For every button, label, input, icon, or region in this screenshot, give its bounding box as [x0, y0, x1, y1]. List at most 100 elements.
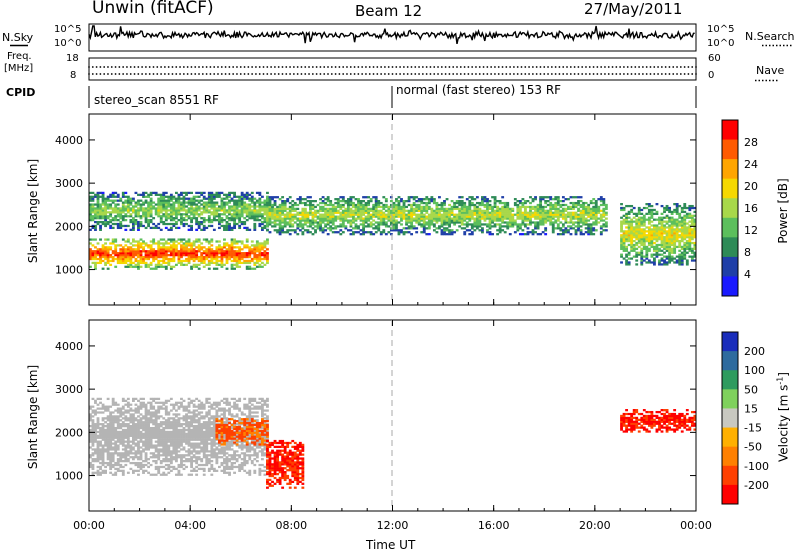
heatmap-cell [101, 254, 105, 257]
heatmap-cell [427, 207, 431, 211]
heatmap-cell [205, 248, 209, 251]
heatmap-cell [164, 240, 168, 243]
freq-dot [209, 66, 212, 68]
heatmap-cell [326, 213, 330, 216]
heatmap-cell [238, 265, 242, 268]
heatmap-cell [172, 244, 176, 247]
heatmap-cell [650, 224, 654, 227]
heatmap-cell [129, 403, 133, 406]
heatmap-cell [496, 205, 500, 209]
heatmap-cell [240, 222, 244, 226]
heatmap-cell [131, 456, 135, 459]
heatmap-cell [427, 233, 431, 236]
heatmap-cell [660, 204, 664, 208]
heatmap-cell [346, 201, 350, 205]
heatmap-cell [121, 438, 125, 441]
heatmap-cell [286, 223, 290, 226]
freq-dot [547, 66, 549, 68]
heatmap-cell [620, 206, 623, 210]
heatmap-cell [400, 229, 403, 232]
heatmap-cell [382, 203, 386, 207]
heatmap-cell [205, 263, 209, 266]
colorbar-tick-label: 8 [744, 246, 751, 259]
heatmap-cell [268, 203, 272, 207]
heatmap-cell [680, 208, 684, 212]
heatmap-cell [506, 205, 510, 209]
freq-dot [478, 66, 481, 68]
heatmap-cell [217, 250, 221, 253]
nave-dot [494, 73, 496, 75]
heatmap-cell [564, 229, 568, 232]
heatmap-cell [650, 228, 654, 231]
heatmap-cell [599, 203, 603, 207]
heatmap-cell [405, 199, 408, 203]
heatmap-cell [569, 219, 573, 222]
heatmap-cell [255, 205, 259, 208]
heatmap-cell [228, 250, 231, 253]
nave-dot [657, 73, 659, 75]
heatmap-cell [541, 217, 545, 220]
heatmap-cell [220, 265, 224, 268]
heatmap-cell [182, 242, 186, 245]
heatmap-cell [131, 255, 135, 259]
heatmap-cell [536, 223, 540, 226]
heatmap-cell [109, 428, 113, 432]
heatmap-cell [283, 201, 287, 205]
heatmap-cell [303, 229, 307, 232]
freq-dot [160, 66, 162, 68]
heatmap-cell [94, 257, 97, 261]
heatmap-cell [688, 230, 692, 233]
heatmap-cell [266, 248, 269, 251]
heatmap-cell [137, 434, 140, 437]
heatmap-cell [162, 252, 166, 255]
freq-dot [152, 66, 155, 68]
heatmap-cell [99, 224, 102, 228]
heatmap-cell [453, 231, 457, 234]
heatmap-cell [445, 209, 449, 212]
heatmap-cell [96, 205, 100, 208]
heatmap-cell [344, 213, 348, 216]
heatmap-cell [670, 255, 674, 258]
heatmap-cell [215, 261, 219, 265]
heatmap-cell [374, 227, 378, 230]
heatmap-cell [159, 211, 163, 214]
heatmap-cell [486, 217, 489, 220]
heatmap-cell [182, 222, 186, 226]
heatmap-cell [460, 213, 464, 216]
heatmap-cell [126, 197, 130, 200]
nave-dot [581, 73, 584, 75]
heatmap-cell [534, 227, 537, 230]
heatmap-cell [683, 243, 687, 247]
heatmap-cell [114, 450, 118, 453]
heatmap-cell [104, 436, 108, 439]
heatmap-cell [569, 221, 573, 224]
heatmap-cell [109, 461, 113, 465]
heatmap-cell [369, 233, 373, 236]
heatmap-cell [233, 259, 236, 263]
heatmap-cell [400, 223, 403, 226]
heatmap-cell [129, 197, 133, 200]
heatmap-cell [488, 205, 492, 209]
heatmap-cell [131, 217, 135, 220]
heatmap-cell [645, 226, 649, 229]
heatmap-cell [324, 203, 328, 207]
heatmap-cell [144, 242, 148, 245]
heatmap-cell [124, 430, 128, 434]
heatmap-cell [96, 430, 100, 434]
heatmap-cell [470, 211, 474, 214]
heatmap-cell [94, 209, 97, 212]
heatmap-cell [637, 226, 641, 229]
heatmap-cell [258, 259, 262, 263]
heatmap-cell [382, 217, 386, 220]
heatmap-cell [126, 205, 130, 208]
heatmap-cell [521, 213, 525, 216]
heatmap-cell [389, 221, 393, 224]
heatmap-cell [197, 207, 201, 210]
heatmap-cell [195, 238, 199, 241]
heatmap-cell [478, 203, 482, 207]
heatmap-cell [134, 463, 138, 467]
heatmap-cell [106, 259, 110, 263]
heatmap-cell [470, 227, 474, 230]
heatmap-cell [124, 446, 128, 449]
heatmap-cell [561, 213, 565, 216]
